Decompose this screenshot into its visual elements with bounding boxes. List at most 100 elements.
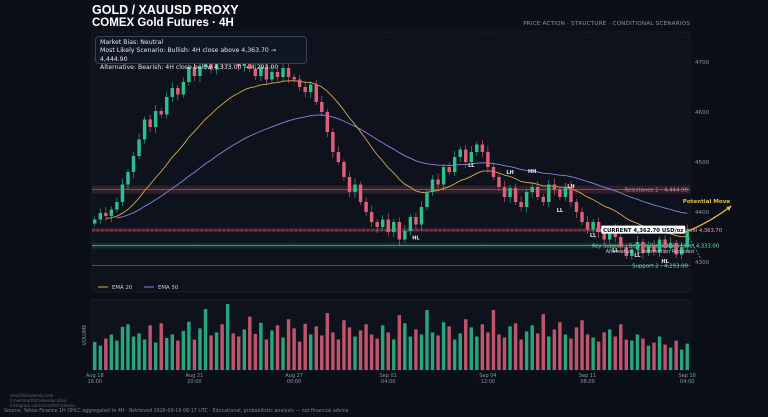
candle-body	[679, 247, 684, 255]
candle-body	[275, 72, 280, 77]
volume-bar	[414, 329, 418, 370]
volume-bar	[486, 332, 490, 370]
volume-bar	[397, 315, 402, 370]
market-bias-box: Market Bias: Neutral Most Likely Scenari…	[95, 36, 307, 71]
bias-line-3: Alternative: Bearish: 4H close below 4,3…	[100, 64, 279, 72]
volume-bar	[641, 338, 645, 370]
volume-bar	[375, 338, 379, 370]
candle-body	[491, 167, 496, 177]
volume-bar	[126, 324, 130, 370]
volume-bar	[508, 326, 512, 370]
candle-body	[652, 246, 656, 252]
volume-bar	[286, 319, 291, 370]
volume-bar	[530, 325, 534, 370]
candle-body	[165, 97, 169, 115]
candle-body	[513, 188, 518, 202]
x-tick-label: Aug 18	[86, 373, 104, 379]
volume-bar	[558, 322, 562, 370]
volume-bar	[502, 337, 507, 370]
volume-bar	[209, 335, 213, 370]
volume-bar	[386, 332, 390, 370]
volume-bar	[635, 334, 640, 370]
ema-50-line	[116, 114, 688, 219]
candle-body	[364, 202, 368, 212]
volume-bar	[679, 349, 684, 370]
candle-body	[486, 152, 490, 167]
candle-body	[480, 144, 485, 152]
candle-body	[181, 82, 186, 95]
volume-bar	[674, 340, 678, 370]
candle-body	[253, 69, 258, 76]
x-tick-label: 04:00	[381, 379, 395, 385]
candle-body	[286, 68, 291, 77]
volume-bar	[120, 326, 125, 370]
candle-body	[187, 67, 191, 82]
potential-move-arrowhead	[726, 206, 732, 211]
candle-body	[93, 219, 97, 224]
candle-body	[646, 246, 651, 253]
candle-body	[369, 212, 374, 222]
volume-bar	[464, 319, 468, 370]
volume-bar	[137, 333, 141, 370]
candle-body	[131, 156, 136, 172]
candle-body	[530, 187, 534, 192]
watermark-instagram: instagram.com/smartfxtradeedu	[10, 403, 76, 408]
candle-body	[635, 242, 640, 250]
volume-bar	[380, 325, 385, 370]
candle-body	[436, 179, 440, 185]
structure-label: HL	[661, 259, 669, 265]
candle-body	[657, 239, 662, 252]
structure-label: HL	[412, 236, 420, 242]
legend-ema20-label: EMA 20	[112, 285, 133, 291]
candle-body	[392, 222, 396, 232]
candle-body	[674, 243, 678, 255]
volume-bar	[131, 336, 136, 370]
candle-body	[192, 67, 197, 76]
candle-body	[497, 177, 501, 187]
x-tick-label: 08:00	[580, 379, 594, 385]
potential-move-label: Potential Move	[683, 199, 731, 205]
volume-bar	[264, 339, 269, 370]
volume-bar	[214, 332, 219, 370]
x-tick-label: Aug 21	[186, 373, 204, 379]
candle-body	[292, 77, 296, 80]
candle-body	[209, 59, 213, 70]
x-tick-label: Aug 27	[285, 373, 303, 379]
volume-bar	[569, 338, 573, 370]
structure-label: LL	[468, 163, 475, 169]
chart-subtitle: COMEX Gold Futures · 4H	[92, 17, 234, 29]
volume-bar	[369, 334, 374, 370]
volume-bar	[93, 342, 97, 370]
volume-bar	[513, 323, 518, 370]
candle-body	[552, 184, 557, 190]
volume-bar	[425, 310, 429, 370]
volume-bar	[153, 342, 158, 370]
x-tick-label: 04:00	[680, 379, 694, 385]
volume-bar	[574, 327, 579, 370]
structure-label: LL	[557, 208, 564, 214]
volume-bar	[98, 345, 103, 370]
candle-body	[397, 222, 402, 240]
candle-body	[281, 68, 285, 77]
candle-body	[591, 222, 595, 230]
candle-body	[414, 217, 418, 225]
chart-title: GOLD / XAUUSD PROXY	[92, 3, 239, 17]
candle-body	[98, 213, 103, 220]
candle-body	[325, 112, 330, 132]
volume-bar	[480, 324, 485, 370]
structure-label: HH	[528, 169, 536, 175]
candle-body	[120, 184, 125, 202]
volume-bar	[275, 325, 280, 370]
volume-bar	[148, 325, 152, 370]
volume-bar	[536, 333, 540, 370]
volume-bar	[430, 332, 435, 370]
candle-body	[331, 132, 335, 152]
volume-bar	[170, 334, 175, 370]
candle-body	[596, 222, 601, 232]
candle-body	[386, 219, 390, 232]
candle-body	[475, 144, 479, 152]
volume-bar	[436, 335, 440, 370]
candle-body	[153, 111, 158, 127]
candle-body	[469, 152, 474, 162]
volume-bar	[198, 328, 202, 370]
